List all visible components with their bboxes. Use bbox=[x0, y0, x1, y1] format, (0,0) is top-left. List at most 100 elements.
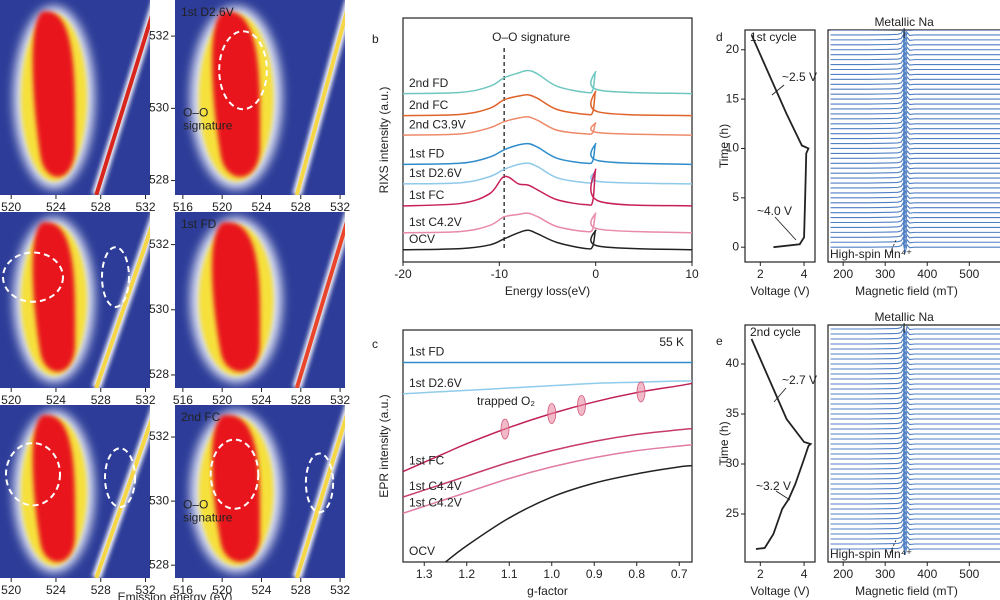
trace bbox=[830, 357, 1000, 371]
trapped-o2-marker bbox=[577, 394, 586, 416]
trace-line bbox=[830, 181, 1000, 195]
x-tick-label: 500 bbox=[959, 567, 979, 581]
trace-line bbox=[830, 427, 1000, 441]
elastic-line bbox=[294, 10, 345, 195]
trace-line bbox=[830, 230, 1000, 244]
x-axis-label: Magnetic field (mT) bbox=[855, 584, 958, 598]
trace-line bbox=[830, 235, 1000, 249]
x-tick-label: 528 bbox=[291, 200, 311, 214]
heatmap bbox=[175, 405, 345, 578]
panel-title: 1st D2.6V bbox=[181, 5, 234, 19]
y-tick-label: 528 bbox=[149, 557, 169, 571]
trace-line bbox=[830, 38, 1000, 51]
trace bbox=[830, 166, 1000, 180]
series-label: OCV bbox=[409, 232, 435, 246]
trace-line bbox=[830, 43, 1000, 56]
highlight-ring bbox=[209, 438, 260, 510]
x-tick-label: 200 bbox=[833, 567, 853, 581]
trace-line bbox=[830, 382, 1000, 396]
trace-line bbox=[830, 176, 1000, 190]
annotation: 55 K bbox=[659, 335, 684, 349]
trace-line bbox=[830, 33, 1000, 46]
x-tick-label: 524 bbox=[251, 583, 271, 597]
trace-line bbox=[830, 48, 1000, 61]
trace bbox=[830, 82, 1000, 96]
series-line bbox=[750, 338, 813, 550]
trace-line bbox=[830, 72, 1000, 86]
trace bbox=[830, 58, 1000, 71]
trace bbox=[830, 482, 1000, 496]
plot-area bbox=[830, 325, 1000, 556]
series-label: 2nd C3.9V bbox=[409, 117, 466, 131]
panel-title: 2nd FC bbox=[181, 410, 221, 424]
trace-line bbox=[830, 502, 1000, 516]
trace-line bbox=[830, 53, 1000, 66]
x-tick-label: 524 bbox=[251, 393, 271, 407]
series-line bbox=[403, 382, 692, 473]
trace bbox=[830, 235, 1000, 249]
trace-line bbox=[830, 482, 1000, 496]
annotation: O–O bbox=[183, 498, 208, 512]
x-tick-label: 400 bbox=[917, 567, 937, 581]
trace-line bbox=[830, 487, 1000, 501]
trace bbox=[830, 372, 1000, 386]
plot-frame bbox=[402, 329, 693, 563]
trace bbox=[830, 452, 1000, 466]
trace bbox=[830, 462, 1000, 476]
elastic-line bbox=[94, 418, 150, 578]
trace bbox=[830, 427, 1000, 441]
trace-line bbox=[830, 452, 1000, 466]
y-tick-label: 40 bbox=[726, 356, 740, 370]
trace-line bbox=[830, 457, 1000, 471]
x-tick-label: 400 bbox=[917, 267, 937, 281]
y-tick-label: 530 bbox=[149, 101, 169, 115]
trace bbox=[830, 206, 1000, 219]
trace bbox=[830, 432, 1000, 446]
trace bbox=[830, 30, 1000, 41]
annotation-arrow bbox=[771, 84, 785, 96]
trace bbox=[830, 332, 1000, 346]
series-label: 1st FC bbox=[409, 454, 445, 468]
trace bbox=[830, 225, 1000, 239]
trace bbox=[830, 325, 1000, 336]
heatmap bbox=[0, 405, 150, 578]
trace-line bbox=[830, 392, 1000, 406]
annotation: ~2.7 V bbox=[782, 373, 817, 387]
trace-line bbox=[830, 407, 1000, 421]
trace-line bbox=[830, 325, 1000, 336]
series-line bbox=[403, 229, 692, 251]
series-line bbox=[403, 444, 692, 514]
annotation: O–O signature bbox=[492, 30, 570, 44]
y-tick-label: 528 bbox=[149, 367, 169, 381]
annotation: High-spin Mn⁴⁺ bbox=[830, 247, 912, 261]
trace bbox=[830, 176, 1000, 190]
trace-line bbox=[830, 117, 1000, 130]
trace bbox=[830, 467, 1000, 481]
annotation: O–O bbox=[183, 105, 208, 119]
x-tick-label: -20 bbox=[394, 267, 412, 281]
x-tick-label: 532 bbox=[136, 200, 156, 214]
highlight-ring bbox=[104, 447, 136, 509]
series-line bbox=[403, 142, 692, 166]
x-tick-label: 532 bbox=[330, 393, 350, 407]
series-line bbox=[750, 34, 810, 249]
trace-line bbox=[830, 477, 1000, 491]
trace bbox=[830, 240, 1000, 254]
trace bbox=[830, 487, 1000, 501]
x-tick-label: 528 bbox=[91, 393, 111, 407]
trace-line bbox=[830, 127, 1000, 140]
trace-line bbox=[830, 132, 1000, 145]
trace-line bbox=[830, 30, 1000, 41]
y-tick-label: 530 bbox=[149, 493, 169, 507]
series-label: 1st D2.6V bbox=[409, 376, 462, 390]
y-axis-label: Time (h) bbox=[717, 421, 731, 465]
plot-frame bbox=[744, 324, 816, 563]
elastic-line bbox=[94, 14, 150, 195]
trace-line bbox=[830, 517, 1000, 531]
x-tick-label: 520 bbox=[212, 393, 232, 407]
x-axis-label: Energy loss(eV) bbox=[505, 284, 590, 298]
y-tick-label: 532 bbox=[149, 28, 169, 42]
trace bbox=[830, 447, 1000, 461]
x-tick-label: 4 bbox=[801, 567, 808, 581]
panel-title: 1st FD bbox=[181, 217, 217, 231]
